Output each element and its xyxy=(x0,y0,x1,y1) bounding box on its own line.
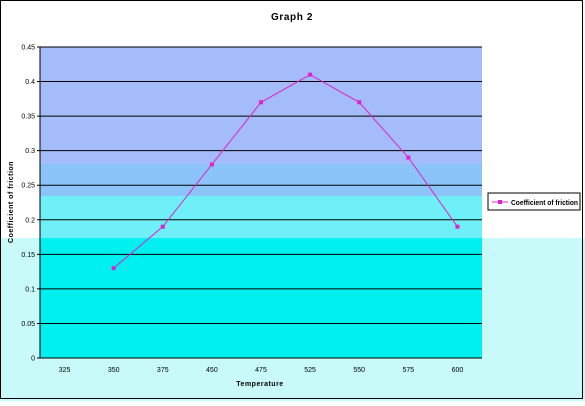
y-tick-label: 0.25 xyxy=(21,183,35,190)
y-tick-label: 0.05 xyxy=(21,321,35,328)
y-tick-label: 0.3 xyxy=(25,148,35,155)
y-axis-ticks: 0 0.05 0.1 0.15 0.2 0.25 0.3 0.35 0.4 0.45 xyxy=(21,45,35,363)
data-point xyxy=(455,224,460,229)
legend-marker xyxy=(498,200,502,204)
data-point xyxy=(406,155,411,160)
y-tick-label: 0.1 xyxy=(25,286,35,293)
x-tick-label: 450 xyxy=(206,367,218,374)
gridlines xyxy=(37,46,482,359)
plot-background xyxy=(40,47,482,358)
x-tick-label: 550 xyxy=(353,367,365,374)
y-axis-label: Coefficient of friction xyxy=(8,161,15,243)
series-line xyxy=(113,74,458,269)
x-tick-label: 375 xyxy=(157,367,169,374)
data-point xyxy=(259,100,263,105)
data-point xyxy=(308,72,313,77)
x-tick-label: 575 xyxy=(402,367,414,374)
legend-label: Coefficient of friction xyxy=(511,200,578,207)
x-axis-ticks: 325 350 375 450 475 525 550 575 600 xyxy=(59,367,464,374)
y-tick-label: 0 xyxy=(31,356,35,363)
plot-band-lower xyxy=(40,196,482,238)
x-tick-label: 525 xyxy=(304,367,316,374)
chart-border xyxy=(0,0,583,399)
data-point xyxy=(111,266,116,271)
x-tick-label: 475 xyxy=(255,367,267,374)
y-tick-label: 0.2 xyxy=(25,217,35,224)
x-tick-label: 350 xyxy=(108,367,120,374)
legend: Coefficient of friction xyxy=(487,192,581,211)
y-tick-label: 0.45 xyxy=(21,45,35,52)
series-coefficient-of-friction xyxy=(111,72,460,271)
y-tick-label: 0.15 xyxy=(21,252,35,259)
x-tick-label: 600 xyxy=(452,367,464,374)
legend-box xyxy=(487,192,581,211)
x-tick-label: 325 xyxy=(59,367,71,374)
plot-band-bottom xyxy=(40,238,482,358)
plot-band-top xyxy=(40,47,482,164)
data-point xyxy=(160,224,165,229)
chart-title: Graph 2 xyxy=(271,12,313,23)
y-tick-label: 0.35 xyxy=(21,114,35,121)
y-tick-label: 0.4 xyxy=(25,79,35,86)
x-axis-label: Temperature xyxy=(236,381,283,388)
data-point xyxy=(209,162,214,167)
plot-band-middle xyxy=(40,164,482,196)
data-point xyxy=(357,100,362,105)
